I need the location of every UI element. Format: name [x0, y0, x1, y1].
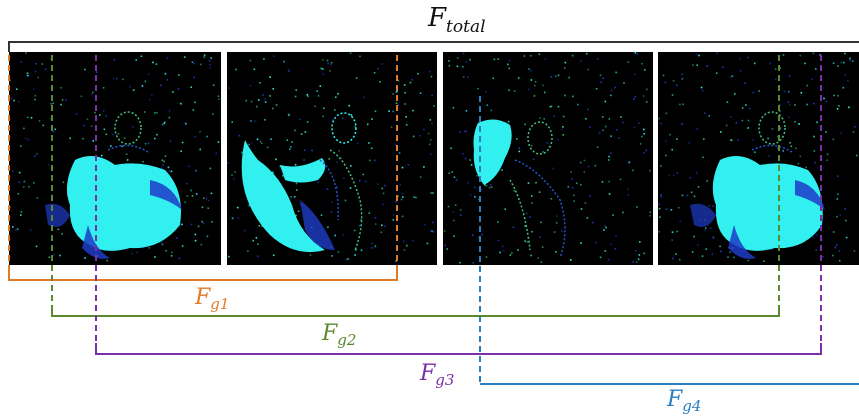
- label-total-sub: total: [446, 17, 485, 37]
- label-g3-main: F: [419, 361, 436, 386]
- label-g3: Fg3: [419, 361, 454, 389]
- event-frame-2-arm-swing: [241, 140, 325, 253]
- event-frame-3: [443, 52, 653, 265]
- label-g4: Fg4: [666, 387, 701, 415]
- label-g1-sub: g1: [210, 295, 229, 313]
- label-g2: Fg2: [321, 321, 356, 349]
- bracket-g3: [95, 55, 822, 355]
- label-g2-main: F: [321, 321, 338, 346]
- label-g4-sub: g4: [682, 397, 701, 415]
- label-g1: Fg1: [194, 285, 229, 313]
- bracket-g2: [51, 55, 780, 317]
- event-frame-2: [227, 52, 437, 265]
- event-frame-3-hand: [473, 119, 512, 185]
- label-total-main: F: [427, 3, 447, 33]
- bracket-g4: [479, 96, 859, 385]
- bracket-g1: [8, 55, 398, 281]
- label-total: Ftotal: [427, 3, 486, 37]
- label-g1-main: F: [194, 285, 211, 310]
- label-g3-sub: g3: [435, 371, 454, 389]
- label-g4-main: F: [666, 387, 683, 412]
- label-g2-sub: g2: [337, 331, 356, 349]
- event-frame-4: [658, 52, 859, 265]
- event-frame-1-body: [66, 156, 181, 251]
- event-frame-4-body: [712, 156, 823, 251]
- event-frame-1: [9, 52, 221, 265]
- bracket-total: [8, 41, 859, 52]
